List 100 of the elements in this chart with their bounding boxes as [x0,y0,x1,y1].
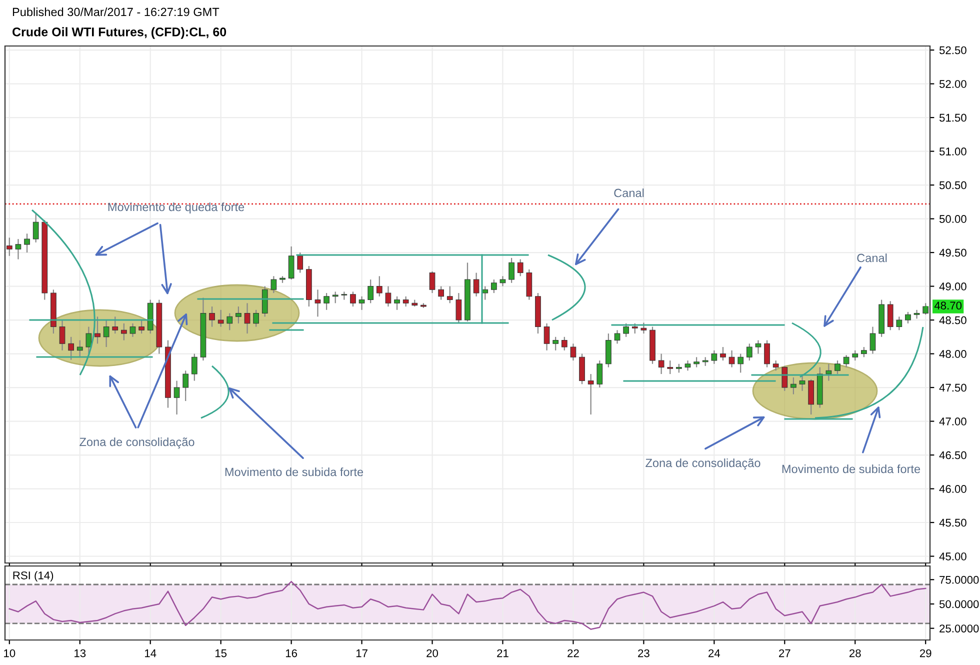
candlestick [182,370,189,402]
candlestick [332,291,338,304]
candlestick [764,340,770,368]
candlestick [632,322,638,334]
x-tick-label: 13 [74,649,86,658]
y-tick-label: 51.50 [939,114,966,122]
candlestick [32,212,39,243]
candlestick [94,316,100,344]
x-tick-label: 17 [356,649,368,658]
candlestick [103,319,110,348]
annotation: Canal [614,188,644,198]
annotation: 48.70 [934,302,962,310]
candlestick [297,252,304,274]
candlestick [402,296,409,308]
y-tick-label: 48.00 [939,350,966,358]
candlestick [446,286,453,304]
y-tick-label: 49.00 [939,282,966,290]
candlestick [456,292,462,324]
candlestick [368,278,374,304]
candlestick [429,270,436,294]
x-tick-label: 23 [638,649,650,658]
candlestick [385,286,392,308]
candlestick [552,336,559,351]
candlestick [746,343,752,362]
candlestick [544,322,550,351]
x-tick-label: 10 [4,649,16,658]
candlestick [491,278,497,294]
candlestick [438,286,444,300]
y-tick-label: 46.50 [939,451,966,460]
candlestick [843,354,850,368]
candlestick [790,376,796,395]
y-tick-label: 51.00 [939,148,966,156]
candlestick [852,350,858,362]
x-tick-label: 14 [145,649,156,658]
candlestick [870,326,876,354]
candlestick [191,353,198,382]
x-tick-label: 29 [920,649,932,658]
annotation: Zona de consolidação [646,458,760,470]
candlestick [350,291,356,308]
candlestick [728,350,735,368]
candlestick [711,350,718,364]
candlestick [596,360,603,388]
candlestick [658,353,664,375]
candlestick [579,353,585,385]
candlestick [24,233,30,254]
candlestick [834,360,840,375]
candlestick [218,309,224,328]
candlestick [59,319,66,351]
x-tick-label: 20 [426,649,438,658]
annotation: Movimento de queda forte [108,202,244,214]
y-tick-label: 52.00 [939,80,966,88]
candlestick [896,316,902,331]
candlestick [76,340,83,358]
annotation: Zona de consolidação [80,437,194,449]
candlestick [561,336,568,351]
candlestick [314,289,321,318]
annotation: Canal [857,253,887,262]
candlestick [782,365,788,392]
candlestick [376,276,382,297]
candlestick [720,346,726,362]
y-tick-label: 46.00 [939,485,966,493]
candlestick [640,322,647,334]
x-tick-label: 21 [497,649,508,658]
x-tick-label: 24 [708,649,720,658]
x-tick-label: 28 [850,649,861,658]
candlestick [755,340,762,354]
y-tick-label: 45.00 [939,552,966,560]
x-tick-label: 16 [286,649,297,658]
candlestick [738,353,744,374]
y-tick-label: 25.0000 [940,624,979,632]
candlestick [288,246,294,280]
candlestick [15,238,22,260]
y-tick-label: 47.50 [939,384,966,392]
chart-subtitle: Published 30/Mar/2017 - 16:27:19 GMT [12,8,220,16]
candlestick [772,360,779,372]
candlestick [861,346,867,358]
candlestick [914,309,920,320]
candlestick [588,373,594,416]
candlestick [606,332,612,368]
x-tick-label: 15 [216,649,227,658]
candlestick [244,302,250,334]
y-tick-label: 48.50 [939,316,966,324]
candlestick [174,380,180,416]
annotation: Movimento de subida forte [782,464,920,474]
y-tick-label: 75.0000 [940,576,979,584]
candlestick [808,378,814,416]
candlestick [508,257,514,284]
candlestick [270,276,277,294]
candlestick [68,336,74,360]
candlestick [667,360,674,375]
x-tick-label: 27 [779,649,790,658]
candlestick [826,363,832,382]
candlestick [526,268,532,300]
y-tick-label: 45.50 [939,518,966,527]
candlestick [121,322,127,341]
candlestick [86,326,92,354]
y-tick-label: 49.50 [939,248,966,257]
candlestick [226,312,233,331]
candlestick [130,322,136,338]
candlestick [517,258,524,277]
